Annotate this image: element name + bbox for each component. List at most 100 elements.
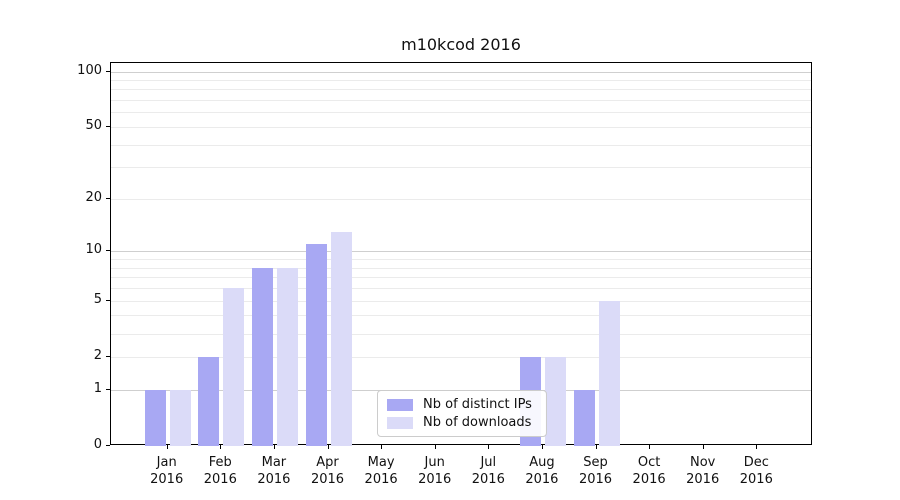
bar-distinct-ips <box>251 267 273 446</box>
minor-gridline <box>111 333 811 335</box>
y-tick-mark <box>106 250 110 252</box>
x-tick-month: Dec <box>743 455 769 470</box>
y-tick-mark <box>106 299 110 301</box>
x-tick-month: May <box>367 455 395 470</box>
y-tick-mark <box>106 445 110 446</box>
x-tick-year: 2016 <box>203 472 237 487</box>
x-tick-month: Jan <box>156 455 177 470</box>
x-tick-mark <box>756 445 758 449</box>
legend-swatch <box>387 416 413 429</box>
x-tick-month: Jun <box>424 455 445 470</box>
x-tick-mark <box>220 445 222 449</box>
x-tick-month: Nov <box>690 455 716 470</box>
bar-downloads <box>169 389 191 446</box>
x-tick-mark <box>488 445 490 449</box>
x-tick-label: Sep 2016 <box>556 454 636 488</box>
minor-gridline <box>111 126 811 128</box>
legend: Nb of distinct IPs Nb of downloads <box>377 390 547 437</box>
minor-gridline <box>111 267 811 269</box>
minor-gridline <box>111 89 811 91</box>
major-gridline <box>111 251 811 253</box>
legend-swatch <box>387 398 413 411</box>
x-tick-month: Aug <box>529 455 555 470</box>
bar-downloads <box>223 288 245 446</box>
bar-distinct-ips <box>198 356 220 446</box>
x-tick-label: Dec 2016 <box>716 454 796 488</box>
x-tick-year: 2016 <box>632 472 666 487</box>
y-tick-mark <box>106 197 110 199</box>
x-tick-year: 2016 <box>578 472 613 487</box>
y-tick-mark <box>106 125 110 127</box>
legend-label: Nb of downloads <box>423 415 532 430</box>
x-tick-mark <box>381 445 383 449</box>
minor-gridline <box>111 144 811 146</box>
y-tick-label: 10 <box>85 242 102 258</box>
x-tick-label: Aug 2016 <box>502 454 582 488</box>
minor-gridline <box>111 198 811 200</box>
y-tick-label: 50 <box>85 117 102 133</box>
bar-distinct-ips <box>305 244 327 446</box>
x-tick-month: Feb <box>208 455 232 470</box>
chart-title: m10kcod 2016 <box>401 35 521 54</box>
minor-gridline <box>111 356 811 358</box>
x-tick-year: 2016 <box>739 472 773 487</box>
x-tick-year: 2016 <box>525 472 559 487</box>
x-tick-mark <box>649 445 651 449</box>
y-tick-mark <box>106 388 110 390</box>
x-tick-month: Mar <box>261 455 287 470</box>
x-tick-month: Apr <box>316 455 339 470</box>
x-tick-month: Oct <box>637 455 661 470</box>
bar-downloads <box>330 231 352 446</box>
x-tick-mark <box>702 445 704 449</box>
y-tick-label: 0 <box>93 437 102 452</box>
minor-gridline <box>111 167 811 169</box>
x-tick-label: Apr 2016 <box>288 454 368 488</box>
bar-distinct-ips <box>144 389 166 446</box>
x-tick-label: Mar 2016 <box>234 454 314 488</box>
minor-gridline <box>111 288 811 290</box>
minor-gridline <box>111 277 811 279</box>
minor-gridline <box>111 112 811 114</box>
y-tick-mark <box>106 70 110 72</box>
x-tick-mark <box>541 445 543 449</box>
legend-item: Nb of distinct IPs <box>387 397 537 412</box>
y-tick-label: 5 <box>93 291 102 307</box>
x-tick-mark <box>273 445 275 449</box>
legend-label: Nb of distinct IPs <box>423 397 532 412</box>
minor-gridline <box>111 315 811 317</box>
bar-distinct-ips <box>573 389 595 446</box>
x-tick-year: 2016 <box>686 472 720 487</box>
x-tick-label: Jan 2016 <box>127 454 207 488</box>
x-tick-month: Jul <box>480 455 497 470</box>
x-tick-label: Jul 2016 <box>448 454 528 488</box>
x-tick-mark <box>595 445 597 449</box>
x-tick-mark <box>434 445 436 449</box>
minor-gridline <box>111 259 811 261</box>
minor-gridline <box>111 300 811 302</box>
legend-item: Nb of downloads <box>387 415 537 430</box>
x-tick-month: Sep <box>583 455 608 470</box>
x-tick-label: Jun 2016 <box>395 454 475 488</box>
x-tick-mark <box>166 445 168 449</box>
x-tick-year: 2016 <box>364 472 398 487</box>
x-tick-label: Oct 2016 <box>609 454 689 488</box>
bar-downloads <box>276 267 298 446</box>
x-tick-year: 2016 <box>257 472 291 487</box>
y-tick-mark <box>106 355 110 357</box>
major-gridline <box>111 71 811 73</box>
plot-area <box>110 62 812 446</box>
y-tick-label: 1 <box>93 380 102 396</box>
x-tick-year: 2016 <box>471 472 505 487</box>
minor-gridline <box>111 79 811 81</box>
bar-downloads <box>544 356 566 446</box>
x-tick-year: 2016 <box>418 472 452 487</box>
y-tick-label: 2 <box>93 347 102 363</box>
x-tick-year: 2016 <box>150 472 184 487</box>
x-tick-label: Nov 2016 <box>663 454 743 488</box>
bar-downloads <box>598 300 620 446</box>
y-tick-label: 20 <box>85 189 102 205</box>
y-tick-label: 100 <box>77 62 102 78</box>
x-tick-mark <box>327 445 329 449</box>
x-tick-label: May 2016 <box>341 454 421 488</box>
